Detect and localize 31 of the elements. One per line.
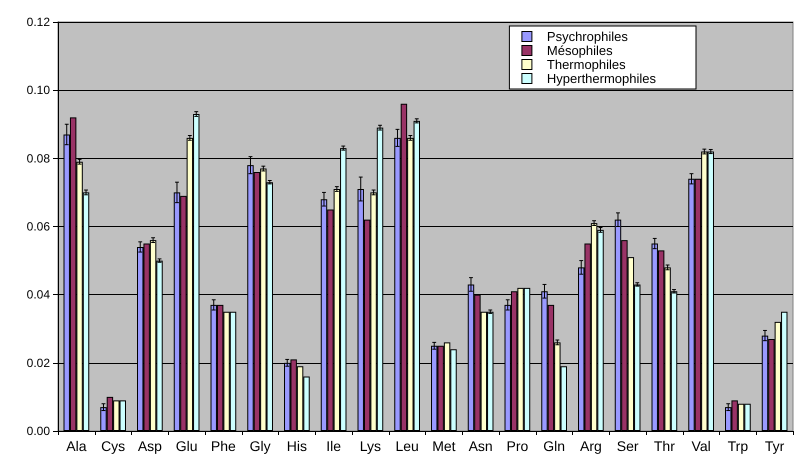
x-tick-label: Phe — [210, 438, 236, 454]
x-tick-label: Ala — [66, 438, 87, 454]
legend-label: Thermophiles — [546, 57, 626, 72]
y-tick-label: 0.04 — [26, 288, 50, 302]
x-tick-label: Cys — [101, 438, 126, 454]
x-tick-label: Tyr — [764, 438, 785, 454]
x-tick-label: His — [286, 438, 307, 454]
y-tick-label: 0.02 — [26, 356, 50, 370]
x-tick-label: Trp — [728, 438, 748, 454]
y-tick-label: 0.00 — [26, 424, 50, 438]
y-tick-label: 0.06 — [26, 220, 50, 234]
y-tick-label: 0.08 — [26, 151, 50, 166]
legend-label: Hyperthermophiles — [546, 71, 656, 86]
x-tick-label: Gly — [250, 438, 271, 454]
x-tick-label: Thr — [654, 438, 676, 454]
x-tick-label: Ser — [616, 438, 639, 454]
y-tick-label: 0.10 — [26, 83, 50, 98]
x-tick-label: Asp — [138, 438, 162, 454]
x-tick-label: Asn — [468, 438, 493, 454]
x-tick-label: Ile — [326, 438, 342, 454]
x-tick-label: Leu — [395, 438, 419, 454]
x-tick-label: Met — [432, 438, 456, 454]
x-tick-label: Pro — [506, 438, 528, 454]
x-tick-label: Lys — [360, 438, 382, 454]
legend-label: Mésophiles — [546, 43, 614, 58]
x-tick-label: Arg — [580, 438, 602, 454]
y-tick-label: 0.12 — [26, 15, 50, 29]
x-tick-label: Gln — [543, 438, 566, 454]
x-tick-label: Val — [692, 438, 711, 454]
x-tick-label: Glu — [176, 438, 198, 454]
legend-label: Psychrophiles — [546, 29, 628, 44]
